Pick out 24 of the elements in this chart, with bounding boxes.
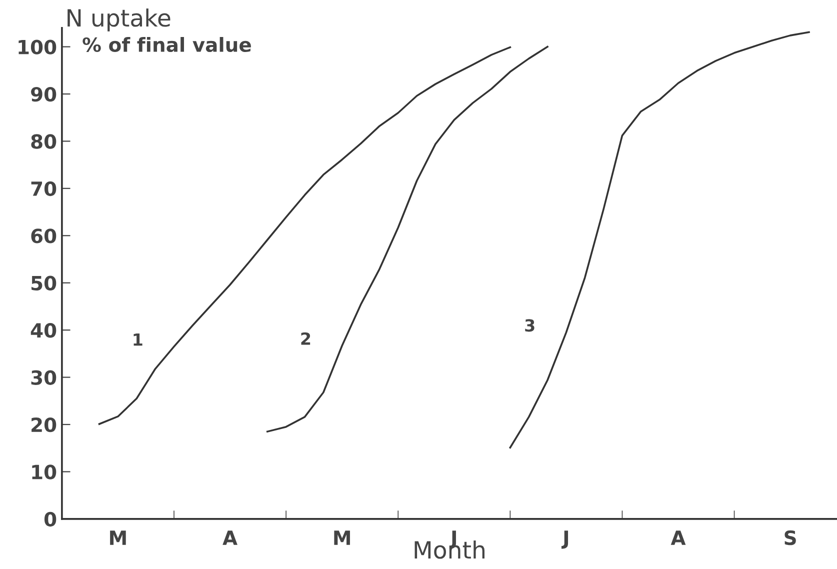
chart-subtitle: % of final value: [82, 36, 251, 52]
y-tick-label: 80: [31, 134, 56, 149]
series-label: 2: [301, 332, 310, 345]
series-label: 3: [525, 319, 534, 332]
y-tick-label: 90: [31, 86, 56, 102]
y-tick-label: 20: [32, 417, 56, 432]
x-tick-label: S: [784, 530, 796, 546]
y-tick-label: 40: [30, 323, 56, 338]
x-tick-label: M: [110, 530, 126, 545]
x-tick-label: J: [561, 530, 568, 549]
series-label: 1: [134, 333, 142, 346]
x-tick-label: A: [222, 530, 238, 545]
y-tick-label: 60: [31, 228, 56, 244]
x-tick-label: M: [334, 530, 350, 545]
y-tick-label: 0: [44, 512, 56, 527]
line-series: [266, 46, 548, 432]
y-tick-label: 50: [32, 276, 56, 291]
y-tick-label: 10: [32, 464, 56, 480]
y-tick-label: 70: [31, 181, 56, 196]
x-tick-label: A: [670, 530, 686, 545]
y-tick-label: 100: [18, 40, 56, 54]
chart-title: N uptake: [68, 8, 170, 32]
y-tick-label: 30: [31, 370, 56, 385]
line-series: [509, 31, 810, 449]
